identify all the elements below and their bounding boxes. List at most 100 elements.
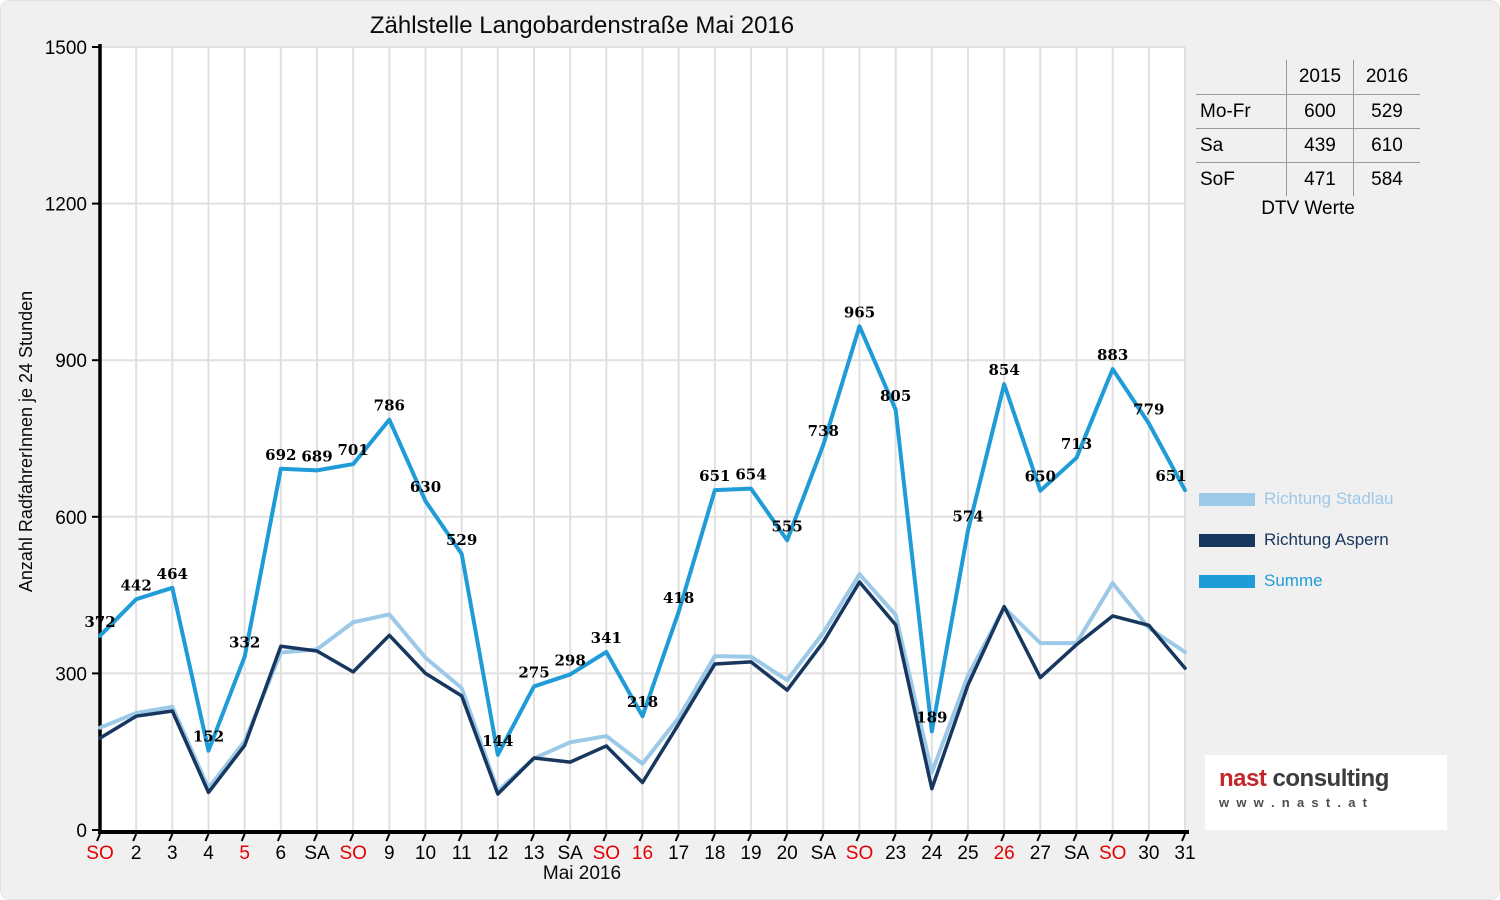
- summe-point-label: 630: [410, 478, 441, 496]
- summe-point-label: 713: [1061, 435, 1092, 453]
- x-tick-label: 27: [1030, 843, 1051, 864]
- x-tick: [602, 833, 608, 842]
- y-tick-label: 600: [55, 508, 87, 529]
- x-tick-label: 2: [131, 843, 142, 864]
- summe-point-label: 651: [699, 467, 730, 485]
- y-tick-label: 1200: [45, 195, 87, 216]
- dtv-cell: 584: [1353, 162, 1420, 196]
- x-tick: [783, 833, 789, 842]
- x-tick: [457, 833, 463, 842]
- legend-label: Richtung Stadlau: [1264, 489, 1394, 508]
- summe-point-label: 372: [84, 613, 115, 631]
- x-tick: [710, 833, 716, 842]
- x-tick: [1108, 833, 1114, 842]
- x-tick-label: 13: [523, 843, 544, 864]
- logo-brand-dark: consulting: [1266, 765, 1390, 792]
- x-tick-label: 6: [276, 843, 287, 864]
- x-tick-label: 11: [452, 843, 472, 864]
- x-tick: [891, 833, 897, 842]
- summe-point-label: 144: [482, 732, 513, 750]
- x-tick-label: 31: [1174, 843, 1195, 864]
- dtv-row-label: Mo-Fr: [1196, 94, 1286, 128]
- x-tick: [385, 833, 391, 842]
- summe-point-label: 805: [880, 387, 911, 405]
- summe-point-label: 464: [157, 565, 188, 583]
- x-tick-label: SA: [557, 843, 583, 864]
- x-tick-label: SO: [1099, 843, 1126, 864]
- x-tick: [276, 833, 282, 842]
- summe-point-label: 152: [193, 728, 224, 746]
- dtv-cell: 439: [1286, 128, 1353, 162]
- summe-point-label: 854: [989, 361, 1020, 379]
- summe-point-label: 574: [952, 507, 983, 525]
- summe-point-label: 883: [1097, 346, 1128, 364]
- x-tick: [530, 833, 535, 842]
- x-tick: [421, 833, 427, 842]
- y-tick-label: 0: [76, 821, 87, 842]
- dtv-header-2015: 2015: [1286, 60, 1353, 94]
- logo-website: w w w . n a s t . a t: [1219, 795, 1369, 810]
- dtv-header-2016: 2016: [1353, 60, 1420, 94]
- legend-label: Summe: [1264, 571, 1323, 590]
- x-tick: [819, 833, 825, 842]
- x-tick-label: 26: [994, 843, 1015, 864]
- x-tick-label: 25: [957, 843, 978, 864]
- x-tick-label: 17: [668, 843, 689, 864]
- x-tick: [168, 833, 174, 842]
- dtv-corner-cell: [1196, 60, 1286, 94]
- x-tick-label: 16: [632, 843, 653, 864]
- x-tick-label: 12: [487, 843, 508, 864]
- y-axis-label: Anzahl RadfahrerInnen je 24 Stunden: [16, 290, 36, 593]
- summe-point-label: 189: [916, 708, 947, 726]
- x-tick-label: SO: [593, 843, 620, 864]
- x-tick-label: 24: [921, 843, 943, 864]
- x-tick: [674, 833, 680, 842]
- y-tick-label: 300: [55, 664, 87, 685]
- x-tick: [1144, 833, 1150, 842]
- x-tick-label: SO: [339, 843, 366, 864]
- summe-point-label: 418: [663, 589, 694, 607]
- stadlau-color-swatch: [1199, 492, 1255, 506]
- y-tick-label: 1500: [45, 38, 87, 59]
- x-tick: [493, 833, 499, 842]
- dtv-cell: 471: [1286, 162, 1353, 196]
- x-tick: [1036, 833, 1042, 842]
- x-tick-label: 30: [1138, 843, 1159, 864]
- dtv-row-label: SoF: [1196, 162, 1286, 196]
- summe-point-label: 218: [627, 693, 658, 711]
- x-tick-label: 23: [885, 843, 906, 864]
- summe-point-label: 654: [735, 466, 766, 484]
- summe-point-label: 332: [229, 634, 260, 652]
- x-tick-label: 4: [203, 843, 214, 864]
- x-tick-label: 18: [704, 843, 725, 864]
- x-tick: [747, 833, 752, 842]
- summe-point-label: 689: [301, 447, 332, 465]
- dtv-cell: 610: [1353, 128, 1420, 162]
- dtv-table: 2015 2016 Mo-Fr 600 529 Sa 439 610 SoF 4…: [1196, 60, 1420, 196]
- chart-title: Zählstelle Langobardenstraße Mai 2016: [369, 12, 795, 39]
- summe-point-label: 738: [808, 422, 839, 440]
- dtv-cell: 600: [1286, 94, 1353, 128]
- y-tick-label: 900: [55, 351, 87, 372]
- x-tick-label: 10: [415, 843, 436, 864]
- legend-item-aspern: Richtung Aspern: [1199, 530, 1393, 549]
- x-axis-label: Mai 2016: [542, 863, 622, 884]
- x-tick: [132, 833, 138, 842]
- x-tick-label: SA: [304, 843, 330, 864]
- x-tick-label: SA: [1064, 843, 1090, 864]
- x-tick: [240, 833, 246, 842]
- series-line-richtung-aspern: [98, 580, 1187, 796]
- x-tick: [927, 833, 933, 842]
- x-tick-label: SO: [846, 843, 873, 864]
- summe-point-label: 529: [446, 531, 477, 549]
- x-tick-label: 9: [384, 843, 395, 864]
- chart-legend: Richtung Stadlau Richtung Aspern Summe: [1199, 489, 1394, 615]
- legend-item-summe: Summe: [1199, 571, 1393, 590]
- summe-color-swatch: [1199, 574, 1255, 588]
- summe-point-label: 779: [1133, 400, 1164, 418]
- dtv-table-caption: DTV Werte: [1261, 198, 1355, 219]
- summe-point-label: 786: [374, 397, 405, 415]
- logo-brand-red: nast: [1219, 765, 1267, 792]
- summe-point-label: 298: [555, 651, 586, 669]
